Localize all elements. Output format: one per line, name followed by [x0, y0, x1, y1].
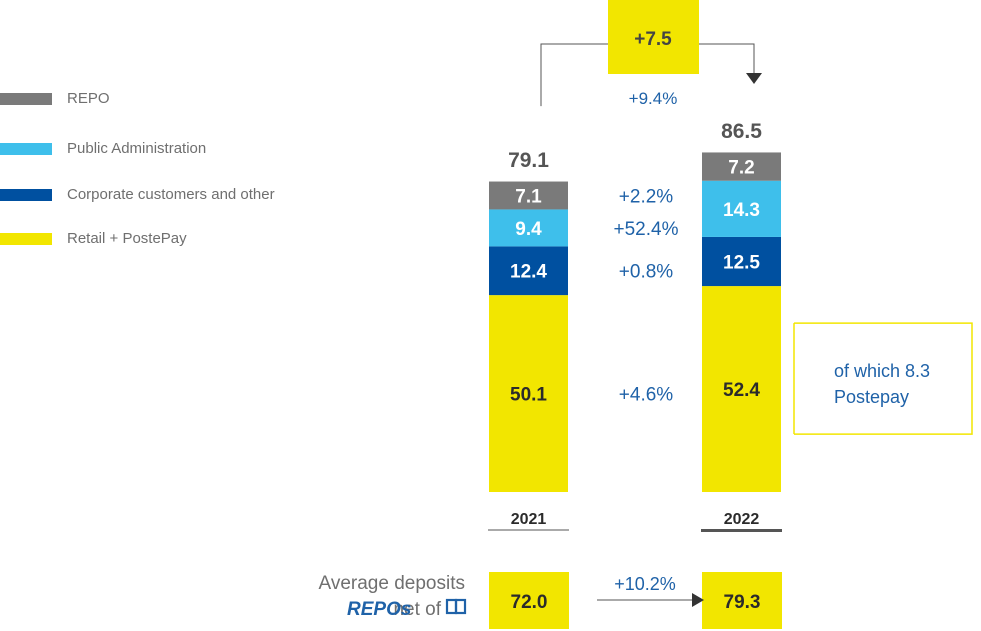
- bar-value-label-2021-2: 9.4: [515, 219, 542, 240]
- legend-label-corporate: Corporate customers and other: [67, 186, 275, 203]
- avg-deposits-value-0: 72.0: [511, 592, 548, 613]
- growth-label-0: +4.6%: [619, 385, 674, 406]
- avg-deposits-label-line-1: Average deposits: [319, 573, 465, 594]
- bar-segment-2021-0: [489, 295, 568, 492]
- change-percent-label: +9.4%: [629, 89, 678, 108]
- avg-deposits-box-0: [489, 572, 569, 629]
- legend-swatch-corporate: [0, 189, 52, 201]
- book-icon-left-page: [445, 598, 458, 615]
- avg-deposits-box-1: [702, 572, 782, 629]
- book-icon-right-page: [454, 598, 467, 615]
- change-box: [608, 0, 699, 74]
- avg-deposits-value-1: 79.3: [724, 592, 761, 613]
- bar-value-label-2022-0: 52.4: [723, 380, 760, 401]
- note-line-2: Postepay: [834, 387, 909, 407]
- note-box: [794, 322, 973, 435]
- legend-label-retail: Retail + PostePay: [67, 230, 187, 247]
- change-arrowhead: [746, 73, 762, 85]
- bar-segment-2021-3: [489, 181, 568, 210]
- bar-segment-2022-0: [702, 286, 781, 492]
- bar-total-label-2021: 79.1: [508, 149, 549, 172]
- category-underline-2022: [701, 529, 782, 532]
- bar-total-label-2022: 86.5: [721, 120, 762, 143]
- bar-segment-2021-2: [489, 209, 568, 247]
- avg-deposits-repos-term: REPOs: [347, 599, 411, 620]
- legend-swatch-repo: [0, 93, 52, 105]
- legend-label-public-administration: Public Administration: [67, 140, 207, 157]
- avg-deposits-label-line-2: net of: [393, 599, 441, 620]
- growth-label-3: +2.2%: [619, 186, 674, 207]
- bar-segment-2022-2: [702, 180, 781, 237]
- legend-label-repo: REPO: [67, 90, 110, 107]
- legend-swatch-retail: [0, 233, 52, 245]
- bar-value-label-2021-1: 12.4: [510, 262, 547, 283]
- avg-deposits-arrowhead: [692, 593, 704, 607]
- change-absolute-label: +7.5: [634, 29, 672, 50]
- bar-value-label-2022-3: 7.2: [728, 158, 754, 179]
- bar-value-label-2021-0: 50.1: [510, 385, 547, 406]
- bar-segment-2022-1: [702, 236, 781, 287]
- bar-segment-2022-3: [702, 152, 781, 181]
- note-line-1: of which 8.3: [834, 361, 930, 381]
- category-label-2021: 2021: [511, 511, 547, 528]
- bar-value-label-2021-3: 7.1: [515, 186, 542, 207]
- bar-value-label-2022-2: 14.3: [723, 200, 760, 221]
- bar-value-label-2022-1: 12.5: [723, 253, 760, 274]
- avg-deposits-growth-label: +10.2%: [614, 574, 676, 594]
- growth-label-2: +52.4%: [614, 219, 679, 240]
- bar-segment-2021-1: [489, 246, 568, 296]
- legend-swatch-public-administration: [0, 143, 52, 155]
- category-label-2022: 2022: [724, 511, 760, 528]
- growth-label-1: +0.8%: [619, 262, 674, 283]
